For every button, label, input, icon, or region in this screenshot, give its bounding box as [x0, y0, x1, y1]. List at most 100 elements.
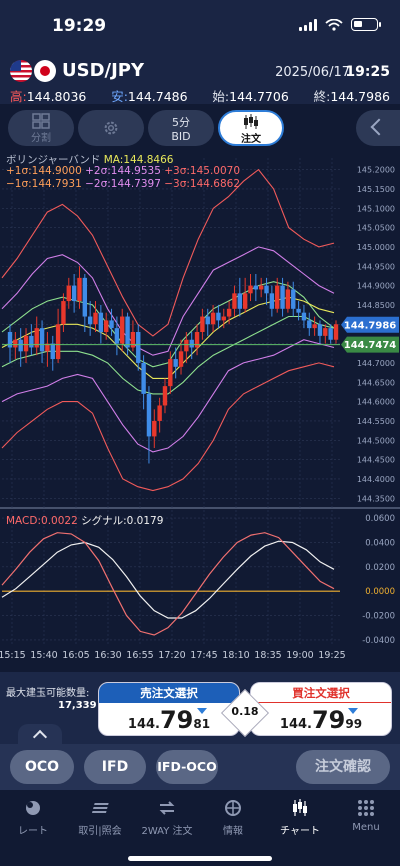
chart-svg[interactable]: 145.2000 145.1500 145.1000 145.0500 145.0000… [0, 150, 400, 661]
candle-body [205, 316, 210, 325]
signal-value: シグナル:0.0179 [81, 515, 164, 527]
macd-tick-label: 0.0200 [365, 563, 395, 573]
time-tick-label: 17:45 [190, 650, 217, 660]
macd-legend: MACD:0.0022 シグナル:0.0179 [6, 513, 163, 528]
time-tick-label: 18:35 [254, 650, 281, 660]
candle-body [152, 420, 157, 437]
candle-body [280, 285, 285, 309]
bollinger-legend-1: ボリンジャーバンド MA:144.8466 [6, 152, 173, 167]
candle-body [29, 335, 34, 348]
candle-body [248, 285, 253, 294]
tab-info[interactable]: 情報 [200, 798, 266, 837]
sell-label: 売注文選択 [99, 683, 239, 703]
plus-3sigma-line [1, 168, 335, 337]
wifi-icon [325, 18, 343, 31]
macd-tick-label: 0.0400 [365, 538, 395, 548]
time-tick-label: 16:55 [126, 650, 153, 660]
price-tick-label: 145.1000 [357, 204, 395, 213]
tab-menu-label: Menu [352, 822, 380, 833]
bollinger-legend-2: +1σ:144.9000 +2σ:144.9535 +3σ:145.0070 [6, 165, 240, 177]
bottom-tab-bar: レート 取引|照会 2WAY 注文 情報 チャート Menu [0, 790, 400, 866]
sell-price: 144.7981 [127, 706, 211, 734]
macd-tick-label: -0.0400 [362, 636, 395, 646]
candle-body [7, 332, 13, 348]
ifd-oco-button[interactable]: IFD-OCO [156, 750, 218, 784]
ifd-button[interactable]: IFD [84, 750, 146, 784]
order-panel: 最大建玉可能数量: 17,339 売注文選択 144.7981 買注文選択 14… [0, 672, 400, 744]
timeframe-label: 5分 [172, 116, 190, 129]
candle-body [242, 293, 248, 309]
candle-body [317, 324, 323, 336]
tab-2way[interactable]: 2WAY 注文 [134, 798, 200, 837]
globe-icon [225, 800, 241, 816]
candle-body [328, 328, 333, 340]
oco-button[interactable]: OCO [10, 750, 74, 784]
price-tick-label: 144.6000 [357, 398, 395, 407]
max-position-value: 17,339 [58, 700, 97, 711]
candle-body [200, 316, 205, 332]
indicator-name: ボリンジャーバンド [6, 154, 101, 166]
candle-body [55, 324, 61, 360]
p2-value: +2σ:144.9535 [85, 165, 161, 177]
timeframe-button[interactable]: 5分 BID [148, 110, 214, 146]
jp-flag-icon [34, 60, 56, 82]
order-mode-label: 注文 [241, 134, 261, 145]
candle-body [173, 359, 178, 367]
candle-body [264, 285, 269, 294]
candle-body [77, 277, 82, 302]
currency-pair[interactable]: USD/JPY [62, 60, 145, 81]
split-button[interactable]: 分割 [8, 110, 74, 146]
candle-body [210, 312, 216, 325]
price-tick-label: 144.9500 [357, 262, 395, 271]
candle-body [66, 285, 71, 302]
price-tick-label: 144.4500 [357, 456, 395, 465]
sell-down-arrow-icon [197, 708, 207, 714]
tab-chart[interactable]: チャート [267, 798, 333, 837]
trade-icon [91, 803, 109, 813]
price-side-label: BID [171, 130, 191, 143]
sell-order-button[interactable]: 売注文選択 144.7981 [98, 682, 240, 736]
expand-order-types-button[interactable] [18, 724, 62, 744]
rate-icon [26, 801, 40, 815]
chart-time: 19:25 [345, 64, 390, 80]
chart-background [0, 150, 400, 660]
ma-value: MA:144.8466 [103, 154, 174, 166]
candle-body [189, 339, 194, 348]
candle-body [291, 289, 296, 309]
candle-body [216, 312, 221, 321]
candle-body [120, 316, 125, 344]
order-confirm-button[interactable]: 注文確認 [296, 750, 390, 784]
plus-1sigma-line [1, 281, 335, 368]
reference-price-tag [341, 336, 399, 353]
buy-order-button[interactable]: 買注文選択 144.7999 [250, 682, 392, 736]
tab-trade[interactable]: 取引|照会 [67, 798, 133, 837]
chart-date: 2025/06/17 [275, 65, 350, 80]
candle-body [333, 324, 339, 340]
close-value: 終:144.7986 [313, 89, 390, 104]
collapse-button[interactable] [356, 110, 400, 146]
price-tick-label: 145.0500 [357, 224, 395, 233]
low-value: 安:144.7486 [111, 89, 188, 104]
chart-area[interactable]: 145.2000 145.1500 145.1000 145.0500 145.0000… [0, 150, 400, 661]
candle-body [269, 293, 275, 309]
candle-body [109, 320, 114, 329]
candle-body [146, 393, 152, 437]
candle-body [23, 335, 29, 352]
price-tick-label: 145.1500 [357, 185, 395, 194]
candle-body [237, 293, 243, 309]
order-mode-button[interactable]: 注文 [218, 110, 284, 146]
candle-body [141, 362, 146, 394]
candle-body [194, 332, 200, 348]
menu-grid-icon [358, 800, 374, 816]
candle-body [253, 285, 259, 290]
tab-rate[interactable]: レート [0, 798, 66, 837]
settings-button[interactable] [78, 110, 144, 146]
time-tick-label: 19:25 [318, 650, 345, 660]
candle-body [307, 320, 312, 329]
m1-value: −1σ:144.7931 [6, 178, 82, 190]
tab-menu[interactable]: Menu [333, 798, 399, 833]
chart-icon [293, 799, 307, 816]
time-tick-label: 15:40 [30, 650, 57, 660]
macd-tick-label: 0.0600 [365, 514, 395, 524]
chart-toolbar: 分割 5分 BID 注文 [0, 104, 400, 150]
